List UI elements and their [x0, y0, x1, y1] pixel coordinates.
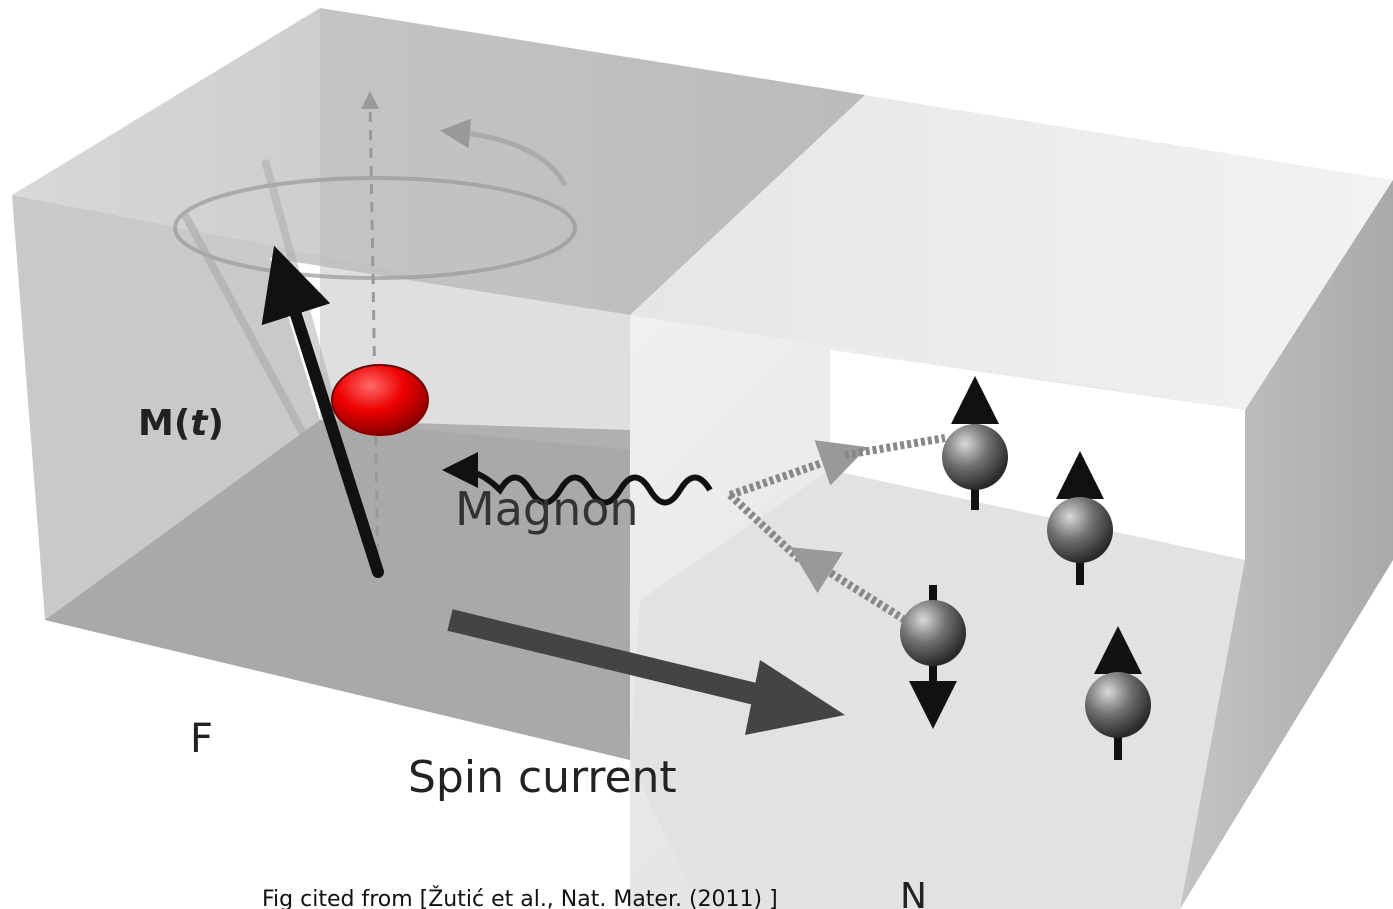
label-part: ) [208, 403, 224, 444]
magnetization-label: M(t) [138, 403, 224, 444]
page: M(t) Magnon F Spin current N Fig cited f… [0, 0, 1393, 909]
n-label: N [900, 876, 927, 909]
label-part: t [190, 403, 209, 444]
f-label: F [190, 716, 213, 762]
magnon-label: Magnon [455, 482, 639, 536]
caption: Fig cited from [Žutić et al., Nat. Mater… [262, 886, 778, 909]
red-spin [332, 365, 428, 435]
spin-pumping-diagram: M(t) Magnon F Spin current N Fig cited f… [0, 0, 1393, 909]
spin-current-label: Spin current [408, 752, 677, 803]
label-part: M( [138, 403, 190, 444]
